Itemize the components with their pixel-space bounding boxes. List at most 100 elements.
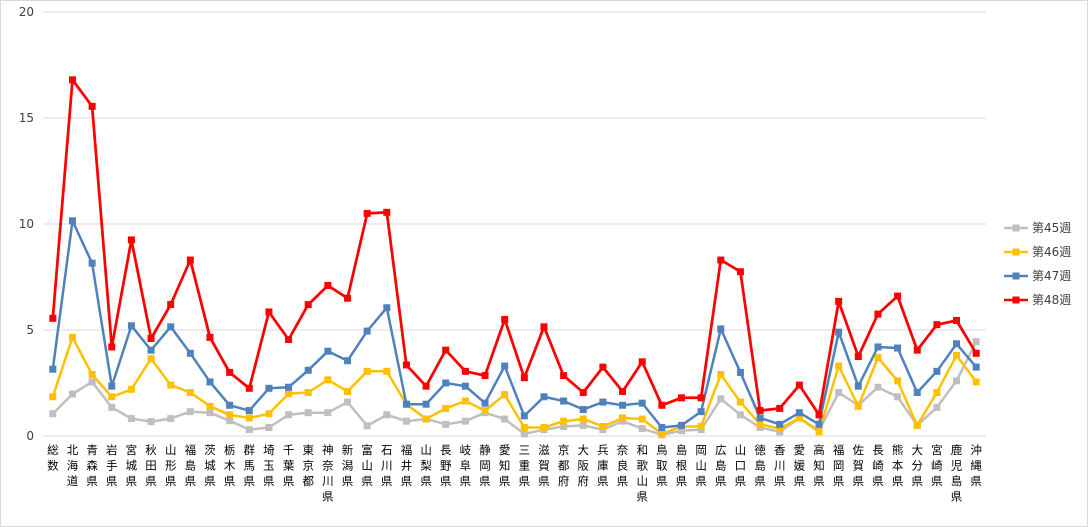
x-tick-label: 東京都 (302, 443, 314, 488)
data-point (344, 357, 352, 365)
y-tick-label: 0 (26, 429, 34, 443)
x-tick-label: 大分県 (911, 443, 923, 488)
data-point (874, 383, 882, 391)
x-tick-label: 鳥取県 (656, 443, 668, 488)
data-point (933, 367, 941, 375)
data-point (49, 314, 57, 322)
data-point (736, 268, 744, 276)
data-point (206, 409, 214, 417)
x-tick-label: 徳島県 (754, 443, 766, 488)
data-point (560, 417, 568, 425)
data-point (461, 382, 469, 390)
data-point (933, 389, 941, 397)
data-point (461, 417, 469, 425)
x-tick-label: 宮崎県 (931, 443, 943, 488)
data-point (619, 414, 627, 422)
x-tick-label: 千葉県 (283, 443, 295, 488)
data-point (736, 368, 744, 376)
x-tick-label: 福井県 (401, 443, 413, 488)
data-point (383, 367, 391, 375)
data-point (697, 408, 705, 416)
data-point (108, 403, 116, 411)
data-point (501, 315, 509, 323)
data-point (108, 382, 116, 390)
data-point (835, 328, 843, 336)
series-line (51, 219, 978, 429)
x-tick-label: 岡山県 (695, 443, 707, 488)
data-point (972, 378, 980, 386)
x-tick-label: 石川県 (381, 443, 393, 488)
y-tick-label: 10 (19, 217, 34, 231)
y-tick-label: 5 (26, 323, 34, 337)
data-point (540, 424, 548, 432)
data-point (68, 76, 76, 84)
x-tick-label: 兵庫県 (597, 443, 609, 488)
data-point (167, 415, 175, 423)
x-tick-label: 滋賀県 (538, 443, 550, 488)
data-point (167, 301, 175, 309)
data-point (599, 363, 607, 371)
data-point (972, 363, 980, 371)
data-point (88, 259, 96, 267)
data-point (756, 420, 764, 428)
data-point (501, 362, 509, 370)
x-tick-label: 茨城県 (204, 443, 216, 488)
data-point (894, 393, 902, 401)
x-tick-label: 宮城県 (126, 443, 138, 488)
x-tick-labels: 総数北海道青森県岩手県宮城県秋田県山形県福島県茨城県栃木県群馬県埼玉県千葉県東京… (47, 443, 982, 504)
data-point (815, 420, 823, 428)
data-point (49, 410, 57, 418)
data-point (285, 383, 293, 391)
x-tick-label: 神奈川県 (322, 443, 334, 504)
x-tick-label: 愛媛県 (794, 443, 806, 488)
x-tick-label: 群馬県 (244, 443, 256, 488)
data-point (461, 397, 469, 405)
data-point (501, 415, 509, 423)
data-point (677, 394, 685, 402)
data-point (206, 333, 214, 341)
data-point (874, 310, 882, 318)
data-point (658, 430, 666, 438)
data-point (245, 407, 253, 415)
data-point (756, 407, 764, 415)
x-tick-label: 秋田県 (145, 443, 157, 488)
data-point (619, 401, 627, 409)
data-point (88, 102, 96, 110)
data-point (933, 403, 941, 411)
data-point (599, 398, 607, 406)
data-point (147, 346, 155, 354)
data-point (265, 410, 273, 418)
x-tick-label: 香川県 (774, 443, 786, 488)
data-point (88, 378, 96, 386)
data-point (776, 420, 784, 428)
data-point (776, 404, 784, 412)
x-tick-label: 愛知県 (499, 443, 511, 488)
data-point (442, 346, 450, 354)
x-tick-label: 熊本県 (892, 443, 904, 488)
data-point (677, 421, 685, 429)
data-point (226, 401, 234, 409)
data-point (835, 362, 843, 370)
x-tick-label: 佐賀県 (853, 443, 865, 488)
data-point (619, 387, 627, 395)
data-point (756, 414, 764, 422)
legend-label: 第47週 (1032, 269, 1071, 283)
x-tick-label: 青森県 (86, 443, 98, 488)
data-point (68, 333, 76, 341)
data-point (186, 349, 194, 357)
data-point (854, 353, 862, 360)
data-point (226, 411, 234, 419)
data-point (815, 428, 823, 436)
series-2 (49, 333, 980, 438)
data-point (285, 336, 293, 344)
data-point (363, 367, 371, 375)
data-point (383, 304, 391, 312)
data-point (245, 426, 253, 434)
data-point (658, 401, 666, 409)
data-point (108, 393, 116, 401)
data-point (461, 367, 469, 375)
data-point (835, 297, 843, 305)
data-point (226, 417, 234, 425)
data-point (206, 378, 214, 386)
